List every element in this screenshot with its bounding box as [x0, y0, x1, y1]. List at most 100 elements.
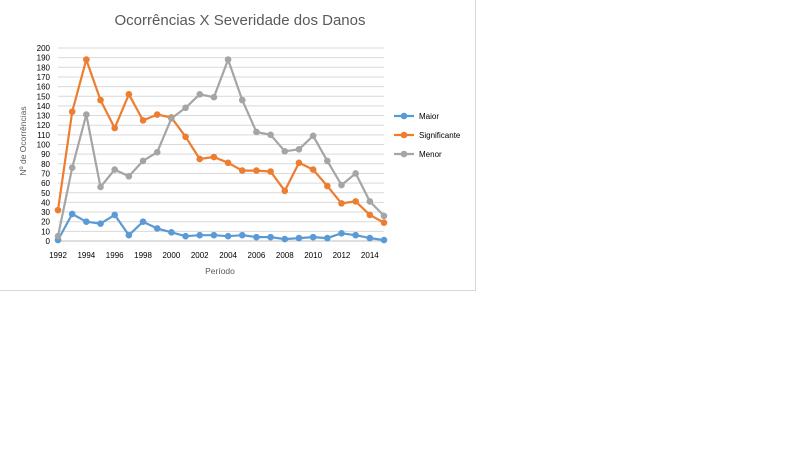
data-point — [224, 56, 232, 63]
data-point — [338, 200, 345, 207]
data-point — [182, 232, 189, 240]
data-point — [68, 164, 76, 171]
y-tick-label: 180 — [37, 63, 51, 72]
x-tick-label: 1992 — [49, 251, 67, 260]
y-tick-label: 40 — [41, 198, 50, 207]
data-point — [139, 157, 147, 165]
y-axis-title: Nº de Ocorrências — [18, 106, 28, 175]
data-point — [210, 231, 218, 239]
x-tick-label: 1998 — [134, 251, 152, 260]
data-point — [324, 182, 331, 190]
data-point — [153, 111, 161, 118]
series-menor — [54, 56, 388, 240]
data-point — [97, 96, 104, 104]
data-point — [267, 168, 274, 175]
legend-label: Maior — [419, 112, 439, 121]
data-point — [309, 166, 317, 173]
data-point — [238, 96, 246, 104]
data-point — [182, 133, 189, 141]
y-tick-label: 50 — [41, 189, 50, 198]
x-axis-title: Período — [205, 266, 235, 276]
data-point — [168, 229, 175, 236]
data-point — [83, 56, 90, 63]
data-point — [267, 233, 274, 241]
y-tick-label: 30 — [41, 208, 50, 217]
data-point — [366, 211, 374, 219]
y-tick-label: 100 — [37, 141, 51, 150]
data-point — [196, 231, 204, 239]
data-point — [309, 132, 317, 140]
y-tick-label: 200 — [37, 44, 51, 53]
x-tick-label: 2002 — [191, 251, 209, 260]
legend-label: Menor — [419, 150, 442, 159]
data-point — [210, 93, 218, 101]
x-tick-label: 2006 — [248, 251, 266, 260]
data-point — [224, 232, 232, 240]
data-point — [380, 212, 388, 220]
data-point — [338, 229, 345, 237]
data-point — [139, 218, 147, 225]
series-line — [57, 212, 385, 242]
data-point — [295, 159, 303, 167]
data-point — [380, 236, 388, 244]
data-point — [168, 115, 175, 122]
data-point — [238, 231, 246, 239]
data-point — [324, 157, 331, 165]
series-significante — [54, 56, 388, 226]
data-point — [366, 198, 374, 205]
data-point — [295, 146, 303, 153]
y-tick-label: 80 — [41, 160, 50, 169]
data-point — [125, 91, 133, 98]
y-tick-label: 120 — [37, 121, 51, 130]
data-point — [253, 128, 260, 136]
y-tick-label: 190 — [37, 54, 51, 63]
x-tick-label: 2014 — [361, 251, 379, 260]
data-point — [210, 153, 218, 161]
data-point — [309, 233, 317, 241]
line-chart: Ocorrências X Severidade dos Danos 01020… — [18, 12, 461, 276]
series-line — [56, 58, 385, 237]
legend-swatch-marker — [400, 131, 408, 139]
data-point — [97, 183, 104, 191]
data-point — [338, 181, 345, 189]
data-point — [125, 231, 133, 239]
data-point — [295, 234, 303, 242]
data-point — [111, 166, 118, 173]
data-point — [324, 234, 331, 242]
y-tick-label: 0 — [46, 237, 51, 246]
data-point — [139, 117, 147, 124]
y-tick-label: 10 — [41, 227, 50, 236]
y-tick-label: 140 — [37, 102, 51, 111]
data-point — [125, 173, 133, 180]
data-point — [352, 198, 359, 205]
data-point — [68, 210, 76, 218]
chart-area: Ocorrências X Severidade dos Danos 0 10 20… — [0, 0, 476, 291]
y-tick-label: 160 — [37, 83, 51, 92]
data-point — [153, 148, 161, 156]
data-point — [83, 218, 90, 225]
data-point — [196, 91, 204, 98]
data-point — [68, 108, 76, 115]
data-point — [196, 155, 204, 163]
y-tick-label: 70 — [41, 169, 50, 178]
data-point — [54, 232, 62, 240]
legend-item-maior: Maior — [394, 112, 439, 121]
x-tick-label: 2000 — [162, 251, 180, 260]
y-tick-label: 60 — [41, 179, 50, 188]
series-line — [56, 58, 385, 224]
y-tick-label: 20 — [41, 218, 50, 227]
data-point — [54, 206, 62, 214]
chart-title: Ocorrências X Severidade dos Danos — [115, 12, 366, 29]
x-tick-label: 2008 — [276, 251, 294, 260]
data-point — [111, 211, 118, 219]
y-tick-label: 110 — [37, 131, 50, 140]
x-tick-label: 2012 — [333, 251, 351, 260]
data-point — [380, 219, 388, 226]
data-point — [224, 159, 232, 167]
legend-swatch-marker — [400, 112, 408, 120]
data-point — [281, 187, 289, 195]
data-point — [352, 231, 359, 239]
x-tick-label: 1994 — [77, 251, 95, 260]
data-point — [366, 234, 374, 242]
data-point — [97, 220, 104, 227]
